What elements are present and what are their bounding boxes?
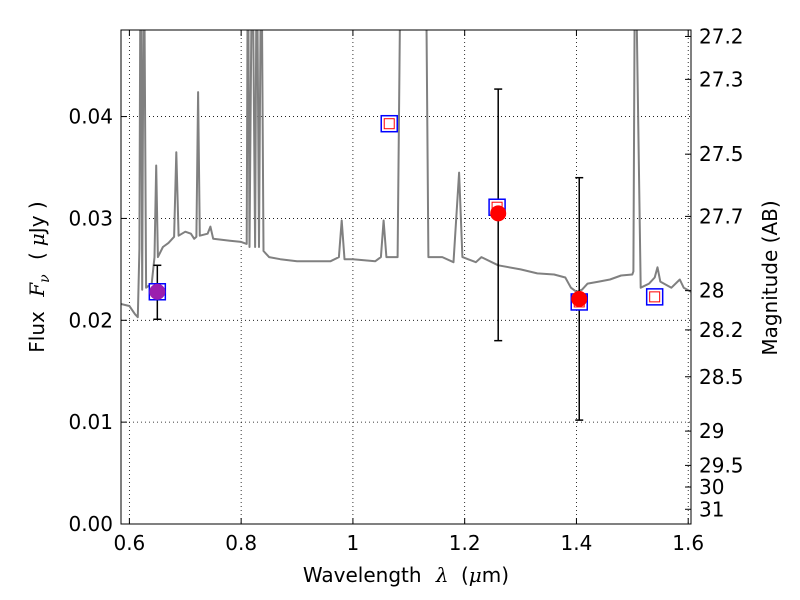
magnitude-tick-label: 27.3 [699,67,744,91]
y-tick-label: 0.03 [68,206,113,230]
x-tick-label: 1.6 [672,531,704,555]
magnitude-tick-label: 27.5 [699,142,744,166]
model-points [148,114,664,311]
grid [121,30,691,524]
template-spectrum-line [121,30,691,319]
model-point-square [645,288,664,306]
observed-point [571,290,588,307]
magnitude-tick-label: 28.5 [699,365,744,389]
y-axis-ticks: 0.00 0.01 0.02 0.03 0.04 [68,105,127,536]
magnitude-tick-label: 28.2 [699,318,744,342]
y-tick-label: 0.04 [68,105,113,129]
x-tick-label: 1 [347,531,360,555]
magnitude-tick-label: 27.7 [699,204,744,228]
y-tick-label: 0.01 [68,410,113,434]
x-tick-label: 1.4 [561,531,593,555]
y-axis-label: Flux Fν (μJy ) [25,201,54,352]
model-point-inner [649,291,661,303]
observed-point [149,283,166,300]
x-axis-ticks: 0.6 0.8 1 1.2 1.4 1.6 [113,30,704,555]
error-bars [153,88,584,421]
x-tick-label: 0.8 [225,531,257,555]
x-axis-label: Wavelength λ (μm) [303,563,509,587]
magnitude-tick-label: 29 [699,419,724,443]
template-spectrum [121,30,691,319]
model-point-inner [383,118,395,130]
observed-point [490,205,507,222]
model-point-square [380,114,398,133]
magnitude-tick-label: 31 [699,497,724,521]
magnitude-tick-label: 30 [699,475,724,499]
y-tick-label: 0.00 [68,512,113,536]
magnitude-tick-label: 29.5 [699,453,744,477]
x-tick-label: 0.6 [113,531,145,555]
plot-frame [120,29,692,525]
magnitude-tick-label: 27.2 [699,24,744,48]
y-tick-label: 0.02 [68,308,113,332]
x-tick-label: 1.2 [449,531,481,555]
observed-points [149,205,588,307]
magnitude-axis-label: Magnitude (AB) [758,200,782,355]
magnitude-tick-label: 28 [699,279,724,303]
